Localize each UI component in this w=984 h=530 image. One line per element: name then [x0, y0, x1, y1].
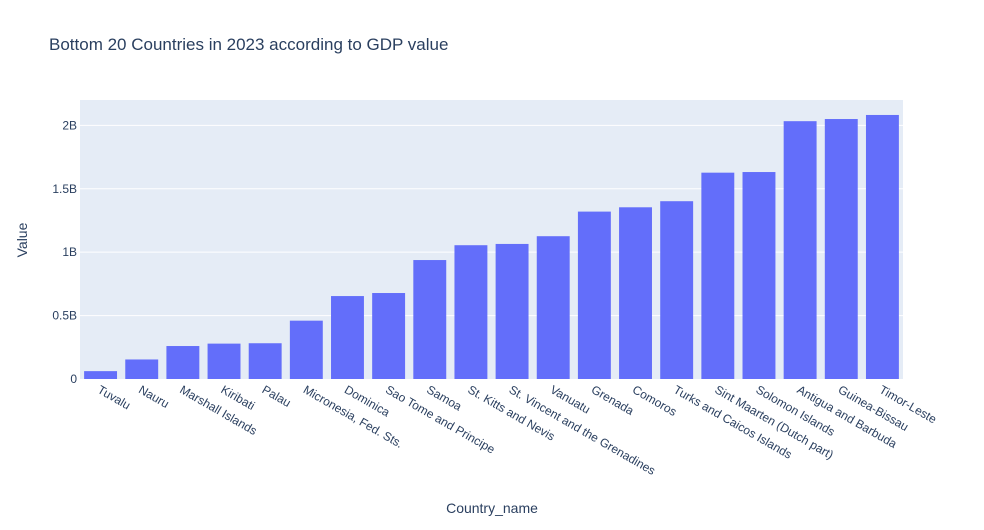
plot-area — [80, 100, 903, 379]
bar[interactable] — [413, 260, 446, 379]
bar[interactable] — [249, 343, 282, 379]
y-tick-label: 1.5B — [52, 182, 77, 196]
bar[interactable] — [743, 172, 776, 379]
y-axis-ticks: 0 0.5B 1B 1.5B 2B — [52, 118, 77, 386]
bar[interactable] — [166, 346, 199, 379]
bar[interactable] — [208, 344, 241, 379]
bar[interactable] — [331, 296, 364, 379]
x-tick-label: Comoros — [630, 382, 679, 418]
bar[interactable] — [701, 173, 734, 379]
y-tick-label: 0 — [70, 372, 77, 386]
bar[interactable] — [454, 245, 487, 379]
bar[interactable] — [125, 359, 158, 379]
x-tick-label: Grenada — [589, 382, 637, 418]
bar[interactable] — [496, 244, 529, 379]
bar[interactable] — [660, 201, 693, 379]
y-axis-label: Value — [14, 222, 30, 257]
bar[interactable] — [866, 115, 899, 379]
y-tick-label: 0.5B — [52, 309, 77, 323]
chart-title: Bottom 20 Countries in 2023 according to… — [49, 35, 448, 54]
bar[interactable] — [825, 119, 858, 379]
x-tick-label: Nauru — [136, 382, 171, 410]
bar[interactable] — [537, 236, 570, 379]
bar[interactable] — [784, 121, 817, 379]
y-tick-label: 2B — [62, 118, 77, 132]
bar[interactable] — [578, 212, 611, 379]
x-tick-label: Palau — [260, 382, 294, 409]
x-axis-label: Country_name — [446, 500, 538, 516]
y-tick-label: 1B — [62, 245, 77, 259]
bar[interactable] — [619, 207, 652, 379]
x-tick-label: Tuvalu — [95, 382, 133, 412]
bar[interactable] — [290, 321, 323, 379]
bar[interactable] — [372, 293, 405, 379]
bar[interactable] — [84, 371, 117, 379]
